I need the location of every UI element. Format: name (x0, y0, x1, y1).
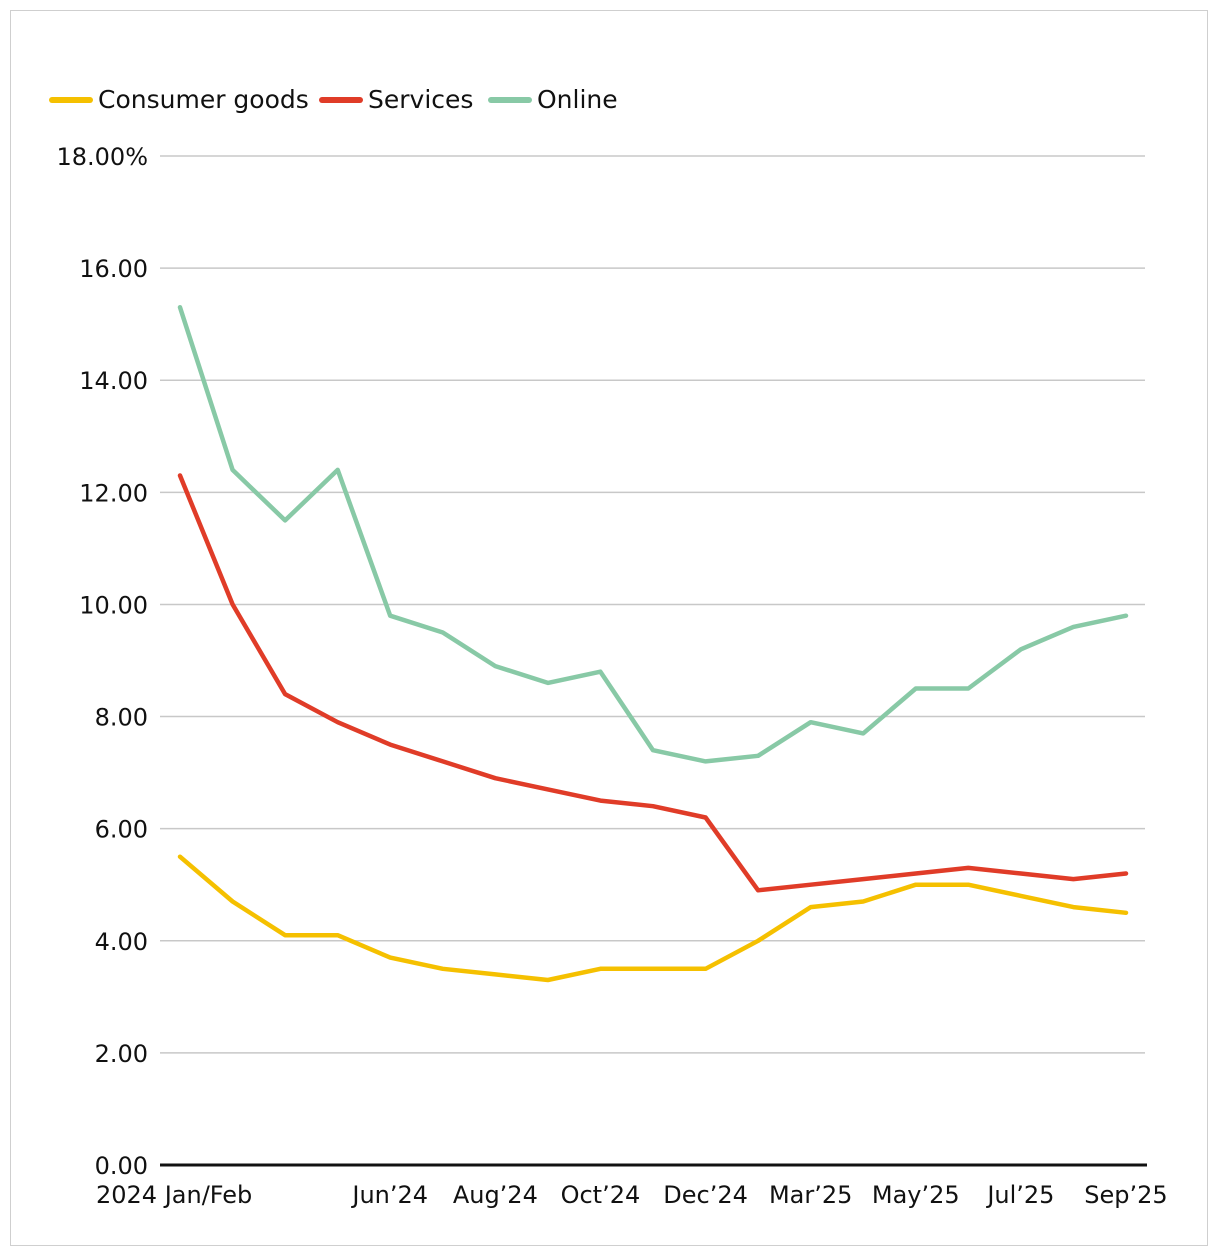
y-tick-label: 8.00 (95, 704, 148, 732)
y-axis-ticks: 0.00 2.00 4.00 6.00 8.00 10.00 12.00 14.00 16.00… (56, 143, 148, 1180)
x-tick-label: Sep’25 (1084, 1181, 1167, 1209)
y-tick-label: 6.00 (95, 816, 148, 844)
y-tick-label: 16.00 (79, 255, 148, 283)
x-axis-ticks: 2024 Jan/Feb Jun’24 Aug’24 Oct’24 Dec’24 Mar’… (96, 1181, 1168, 1209)
legend-label: Online (537, 85, 618, 114)
legend-label: Services (368, 85, 473, 114)
x-tick-label: May’25 (872, 1181, 960, 1209)
y-tick-label: 2.00 (95, 1040, 148, 1068)
series-lines (177, 305, 1129, 983)
x-tick-label: 2024 Jan/Feb (96, 1181, 252, 1209)
x-tick-label: Jul’25 (985, 1181, 1054, 1209)
y-tick-label: 12.00 (79, 479, 148, 507)
x-tick-label: Jun’24 (350, 1181, 428, 1209)
y-tick-label: 18.00% (56, 143, 148, 171)
series-line-consumer-goods (177, 854, 1129, 983)
series-line-services (177, 473, 1129, 893)
chart-frame (10, 10, 1208, 1246)
x-tick-label: Mar’25 (769, 1181, 852, 1209)
series-line-online (177, 305, 1129, 764)
y-tick-label: 4.00 (95, 928, 148, 956)
gridlines (160, 155, 1145, 1054)
legend: Consumer goods Services Online (49, 85, 618, 114)
y-tick-label: 0.00 (95, 1152, 148, 1180)
x-tick-label: Dec’24 (663, 1181, 748, 1209)
legend-label: Consumer goods (98, 85, 309, 114)
x-tick-label: Oct’24 (561, 1181, 641, 1209)
y-tick-label: 10.00 (79, 591, 148, 619)
x-tick-label: Aug’24 (453, 1181, 538, 1209)
y-tick-label: 14.00 (79, 367, 148, 395)
